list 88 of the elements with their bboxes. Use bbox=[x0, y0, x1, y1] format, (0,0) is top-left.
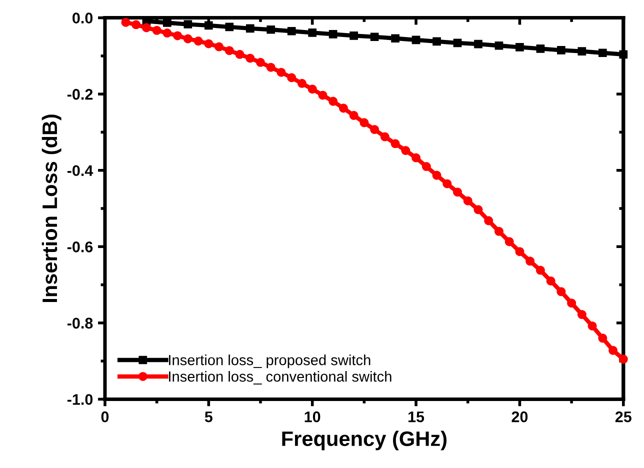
point bbox=[401, 146, 410, 156]
point bbox=[453, 38, 462, 48]
point bbox=[287, 73, 296, 82]
point bbox=[338, 104, 348, 113]
point bbox=[204, 21, 213, 30]
point bbox=[515, 247, 524, 256]
y-tick-label: -1.0 bbox=[67, 394, 93, 405]
point bbox=[598, 48, 607, 58]
point bbox=[328, 30, 338, 38]
point bbox=[287, 26, 296, 36]
point bbox=[256, 58, 266, 67]
point bbox=[452, 188, 462, 197]
point bbox=[184, 20, 192, 28]
point bbox=[516, 42, 524, 52]
point bbox=[577, 310, 586, 320]
y-axis-title: Insertion Loss (dB) bbox=[42, 114, 62, 302]
point bbox=[536, 266, 545, 275]
y-tick-label: -0.8 bbox=[67, 318, 93, 329]
legend-label: Insertion loss_ proposed switch bbox=[169, 354, 370, 368]
point bbox=[349, 110, 358, 120]
point bbox=[360, 118, 369, 128]
point bbox=[142, 23, 151, 32]
point bbox=[463, 196, 472, 206]
point bbox=[225, 22, 234, 32]
point bbox=[162, 28, 172, 38]
point bbox=[422, 162, 431, 172]
point bbox=[391, 34, 400, 43]
point bbox=[370, 32, 379, 42]
point bbox=[246, 54, 255, 63]
point bbox=[567, 298, 576, 308]
point bbox=[246, 24, 254, 33]
x-axis-title: Frequency (GHz) bbox=[282, 430, 446, 450]
point bbox=[474, 40, 482, 48]
point bbox=[484, 216, 494, 226]
point bbox=[266, 62, 276, 72]
legend-label: Insertion loss_ conventional switch bbox=[169, 371, 392, 384]
point bbox=[328, 96, 338, 106]
x-tick-label: 25 bbox=[615, 411, 632, 422]
point bbox=[204, 39, 214, 48]
point bbox=[194, 36, 203, 46]
point bbox=[121, 18, 130, 27]
point bbox=[308, 28, 317, 37]
y-tick-label: -0.6 bbox=[67, 242, 93, 252]
point bbox=[618, 354, 628, 364]
point bbox=[214, 42, 224, 52]
point bbox=[350, 32, 358, 40]
point bbox=[578, 47, 586, 56]
point bbox=[494, 226, 504, 236]
point bbox=[297, 78, 306, 88]
point bbox=[526, 256, 535, 266]
y-tick-label: 0.0 bbox=[72, 12, 93, 24]
point bbox=[173, 31, 182, 40]
point bbox=[494, 41, 504, 50]
point bbox=[546, 276, 556, 286]
point bbox=[163, 18, 172, 27]
point bbox=[318, 90, 328, 100]
point bbox=[380, 132, 390, 142]
point bbox=[432, 37, 441, 46]
y-tick-label: -0.2 bbox=[67, 88, 93, 100]
point bbox=[183, 34, 192, 44]
x-tick-label: 15 bbox=[408, 412, 424, 422]
point bbox=[412, 36, 420, 44]
point bbox=[266, 25, 276, 34]
point bbox=[598, 334, 608, 343]
point bbox=[308, 84, 317, 94]
point bbox=[442, 179, 452, 188]
point bbox=[474, 205, 483, 214]
point bbox=[132, 20, 141, 30]
point bbox=[276, 68, 286, 77]
x-tick-label: 0 bbox=[101, 411, 109, 422]
point bbox=[504, 237, 514, 246]
point bbox=[412, 153, 421, 162]
x-tick-label: 20 bbox=[512, 411, 528, 422]
point bbox=[588, 321, 597, 330]
point bbox=[536, 44, 545, 53]
x-tick-label: 5 bbox=[204, 412, 212, 422]
point bbox=[235, 50, 244, 59]
point bbox=[619, 50, 628, 59]
point bbox=[224, 46, 234, 56]
x-tick-label: 10 bbox=[304, 411, 320, 422]
point bbox=[432, 170, 442, 180]
point bbox=[556, 287, 566, 296]
point bbox=[557, 46, 566, 54]
point bbox=[608, 346, 618, 355]
point bbox=[370, 125, 380, 134]
y-tick-label: -0.4 bbox=[67, 165, 94, 176]
point bbox=[152, 26, 162, 35]
point bbox=[390, 139, 400, 148]
